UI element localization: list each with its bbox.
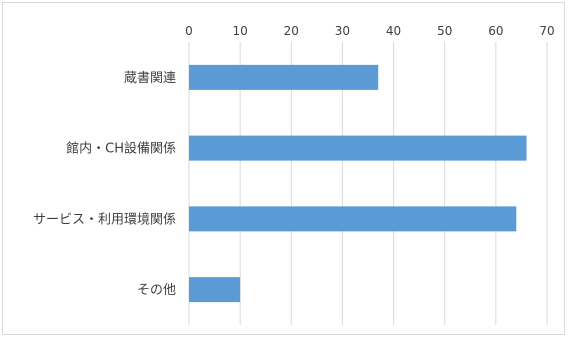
bar bbox=[189, 277, 241, 303]
category-label: 蔵書関連 bbox=[124, 71, 176, 86]
x-axis-ticks: 0 10 20 30 40 50 60 70 bbox=[185, 24, 554, 38]
x-tick-label: 0 bbox=[185, 24, 193, 38]
category-label: その他 bbox=[137, 283, 176, 298]
x-tick-label: 50 bbox=[437, 24, 452, 38]
x-tick-label: 60 bbox=[488, 24, 503, 38]
bar bbox=[189, 135, 527, 161]
x-tick-label: 70 bbox=[539, 24, 554, 38]
chart-frame bbox=[2, 2, 565, 335]
x-tick-label: 40 bbox=[386, 24, 401, 38]
x-tick-label: 30 bbox=[335, 24, 350, 38]
category-label: 館内・CH設備関係 bbox=[66, 141, 176, 157]
category-label: サービス・利用環境関係 bbox=[33, 212, 176, 227]
bars bbox=[189, 64, 527, 303]
x-tick-label: 20 bbox=[284, 24, 299, 38]
bar bbox=[189, 206, 517, 232]
bar bbox=[189, 64, 379, 90]
x-tick-label: 10 bbox=[233, 24, 248, 38]
